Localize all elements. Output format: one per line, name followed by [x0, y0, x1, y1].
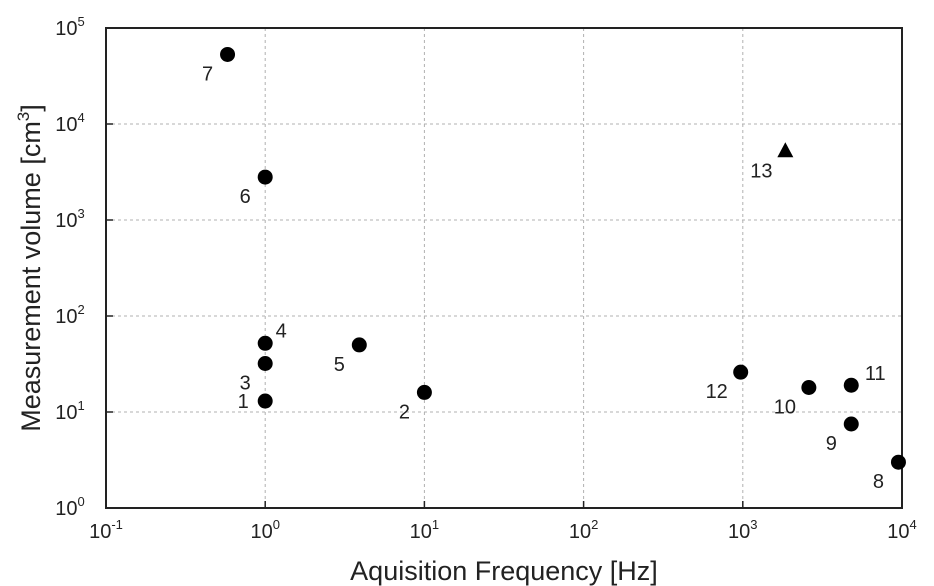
plot-frame [105, 27, 903, 509]
y-tick-label: 100 [55, 494, 84, 520]
x-tick-base: 10 [728, 521, 750, 543]
x-tick-base: 10 [569, 521, 591, 543]
data-point [843, 416, 859, 432]
data-point-triangle [777, 142, 794, 158]
x-tick-label: 104 [887, 517, 916, 543]
x-tick-label: 103 [728, 517, 757, 543]
grid-lines [106, 28, 902, 508]
y-axis-label-main: Measurement volume [cm [16, 121, 46, 432]
y-tick-label: 102 [55, 302, 84, 328]
data-point [257, 356, 273, 372]
data-point-label: 13 [750, 160, 772, 182]
y-tick-label: 103 [55, 206, 84, 232]
data-point [843, 377, 859, 393]
x-tick-label: 102 [569, 517, 598, 543]
data-point [257, 169, 273, 185]
data-point [351, 337, 367, 353]
y-tick-base: 10 [55, 114, 77, 136]
data-point [801, 379, 817, 395]
x-tick-exp: -1 [111, 517, 123, 532]
y-tick-base: 10 [55, 498, 77, 520]
y-axis-label: Measurement volume [cm3] [14, 104, 46, 432]
x-tick-exp: 4 [910, 517, 917, 532]
y-tick-exp: 4 [78, 110, 85, 125]
data-point-label: 3 [240, 373, 251, 395]
x-tick-base: 10 [887, 521, 909, 543]
data-point-label: 6 [240, 186, 251, 208]
x-tick-exp: 3 [750, 517, 757, 532]
data-point [257, 335, 273, 351]
x-tick-exp: 2 [591, 517, 598, 532]
y-tick-exp: 5 [78, 14, 85, 29]
data-point-label: 10 [774, 396, 796, 418]
y-tick-label: 105 [55, 14, 84, 40]
y-tick-label: 101 [55, 398, 84, 424]
y-tick-base: 10 [55, 18, 77, 40]
y-tick-base: 10 [55, 210, 77, 232]
y-tick-exp: 1 [78, 398, 85, 413]
x-tick-label: 10-1 [89, 517, 123, 543]
data-point [733, 364, 749, 380]
x-tick-exp: 0 [273, 517, 280, 532]
x-axis-label: Aquisition Frequency [Hz] [350, 556, 658, 586]
data-point-label: 2 [399, 401, 410, 423]
y-axis-label-sup: 3 [14, 112, 33, 121]
data-point-label: 11 [865, 363, 886, 385]
x-tick-base: 10 [410, 521, 432, 543]
y-axis-label-end: ] [16, 104, 46, 112]
data-point-label: 8 [873, 471, 884, 493]
x-tick-label: 101 [410, 517, 439, 543]
y-tick-exp: 2 [78, 302, 85, 317]
data-point-label: 4 [276, 320, 287, 342]
y-tick-base: 10 [55, 306, 77, 328]
y-tick-label: 104 [55, 110, 84, 136]
data-point [257, 393, 273, 409]
x-tick-base: 10 [250, 521, 272, 543]
y-tick-exp: 3 [78, 206, 85, 221]
y-tick-base: 10 [55, 402, 77, 424]
data-point-label: 12 [706, 381, 728, 403]
data-point-label: 1 [238, 391, 249, 413]
data-point [220, 46, 236, 62]
data-point [416, 384, 432, 400]
x-tick-label: 100 [250, 517, 279, 543]
data-point-label: 5 [334, 354, 345, 376]
x-tick-base: 10 [89, 521, 111, 543]
data-point-label: 7 [202, 63, 213, 85]
y-tick-exp: 0 [78, 494, 85, 509]
data-point [890, 454, 906, 470]
x-tick-exp: 1 [432, 517, 439, 532]
data-point-label: 9 [826, 433, 837, 455]
